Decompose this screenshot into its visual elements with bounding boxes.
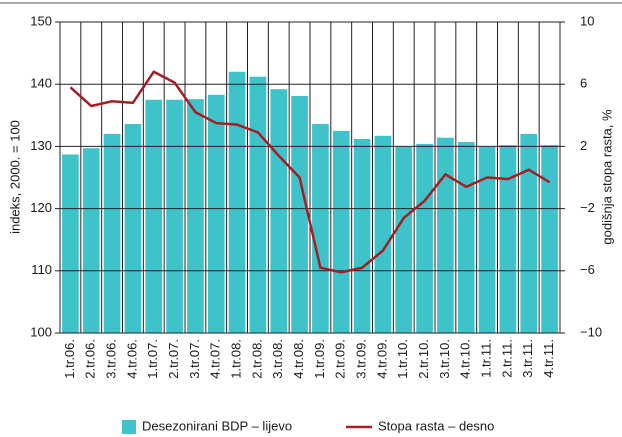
bar <box>124 124 142 334</box>
x-tick-label: 4.tr.10. <box>458 339 473 379</box>
y-tick-label: 140 <box>30 76 52 91</box>
bar <box>166 99 183 333</box>
bar <box>332 130 350 333</box>
x-tick-label: 2.tr.08. <box>249 339 264 379</box>
x-tick-label: 3.tr.07. <box>187 339 202 379</box>
legend-label: Desezonirani BDP – lijevo <box>142 418 292 433</box>
legend-label: Stopa rasta – desno <box>378 418 494 433</box>
bar <box>82 148 100 333</box>
y2-axis-label: godišnja stopa rasta, % <box>599 109 614 245</box>
bar <box>187 99 204 334</box>
bar <box>520 133 538 333</box>
line <box>69 70 551 274</box>
x-tick-label: 1.tr.06. <box>62 339 77 379</box>
plot-frame <box>59 21 561 334</box>
bar <box>207 94 225 333</box>
y2-tick-label: −2 <box>580 200 595 215</box>
x-tick-label: 2.tr.10. <box>416 339 431 379</box>
bar <box>228 71 246 333</box>
y-tick-label: 110 <box>31 262 52 277</box>
x-tick-label: 1.tr.08. <box>229 339 244 379</box>
y2-tick-label: −6 <box>580 262 595 277</box>
bar <box>291 96 308 333</box>
bar <box>249 76 267 334</box>
x-tick-label: 4.tr.08. <box>291 339 306 379</box>
bar <box>145 99 163 333</box>
bar <box>353 138 371 333</box>
y2-tick-label: 10 <box>580 13 594 28</box>
y-axis-label: indeks, 2000. = 100 <box>7 120 22 234</box>
y2-tick-label: 6 <box>580 76 587 91</box>
bar <box>416 143 433 333</box>
y-tick-label: 150 <box>30 13 52 28</box>
y-tick-label: 120 <box>30 200 52 215</box>
x-tick-label: 1.tr.09. <box>312 339 327 379</box>
bar <box>62 154 79 333</box>
x-tick-label: 1.tr.11. <box>479 339 494 378</box>
x-tick-label: 1.tr.10. <box>395 339 410 379</box>
y2-tick-label: −10 <box>580 324 602 339</box>
x-tick-label: 3.tr.11. <box>520 339 535 378</box>
bar <box>270 89 288 334</box>
bar <box>103 133 121 333</box>
x-tick-label: 2.tr.06. <box>83 339 98 379</box>
x-tick-label: 3.tr.08. <box>270 339 285 379</box>
bar <box>437 137 454 333</box>
x-tick-label: 4.tr.07. <box>208 339 223 379</box>
x-tick-label: 1.tr.07. <box>145 339 160 379</box>
bar <box>478 147 496 333</box>
x-tick-label: 2.tr.11. <box>499 339 514 378</box>
x-tick-label: 3.tr.09. <box>354 339 369 379</box>
y-tick-label: 130 <box>30 138 52 153</box>
bar <box>312 124 329 334</box>
x-tick-label: 4.tr.06. <box>124 339 139 379</box>
x-tick-label: 4.tr.09. <box>374 339 389 379</box>
y-tick-label: 100 <box>30 324 52 339</box>
x-tick-label: 3.tr.06. <box>104 339 119 379</box>
bar <box>457 142 475 333</box>
bar <box>374 135 392 333</box>
x-tick-label: 3.tr.10. <box>437 339 452 379</box>
bar <box>541 145 558 333</box>
x-tick-label: 4.tr.11. <box>541 339 556 378</box>
legend-swatch <box>122 420 136 434</box>
x-tick-label: 2.tr.07. <box>166 339 181 379</box>
x-tick-label: 2.tr.09. <box>333 339 348 379</box>
bar <box>395 147 413 333</box>
bar <box>499 145 517 333</box>
y2-tick-label: 2 <box>580 138 587 153</box>
